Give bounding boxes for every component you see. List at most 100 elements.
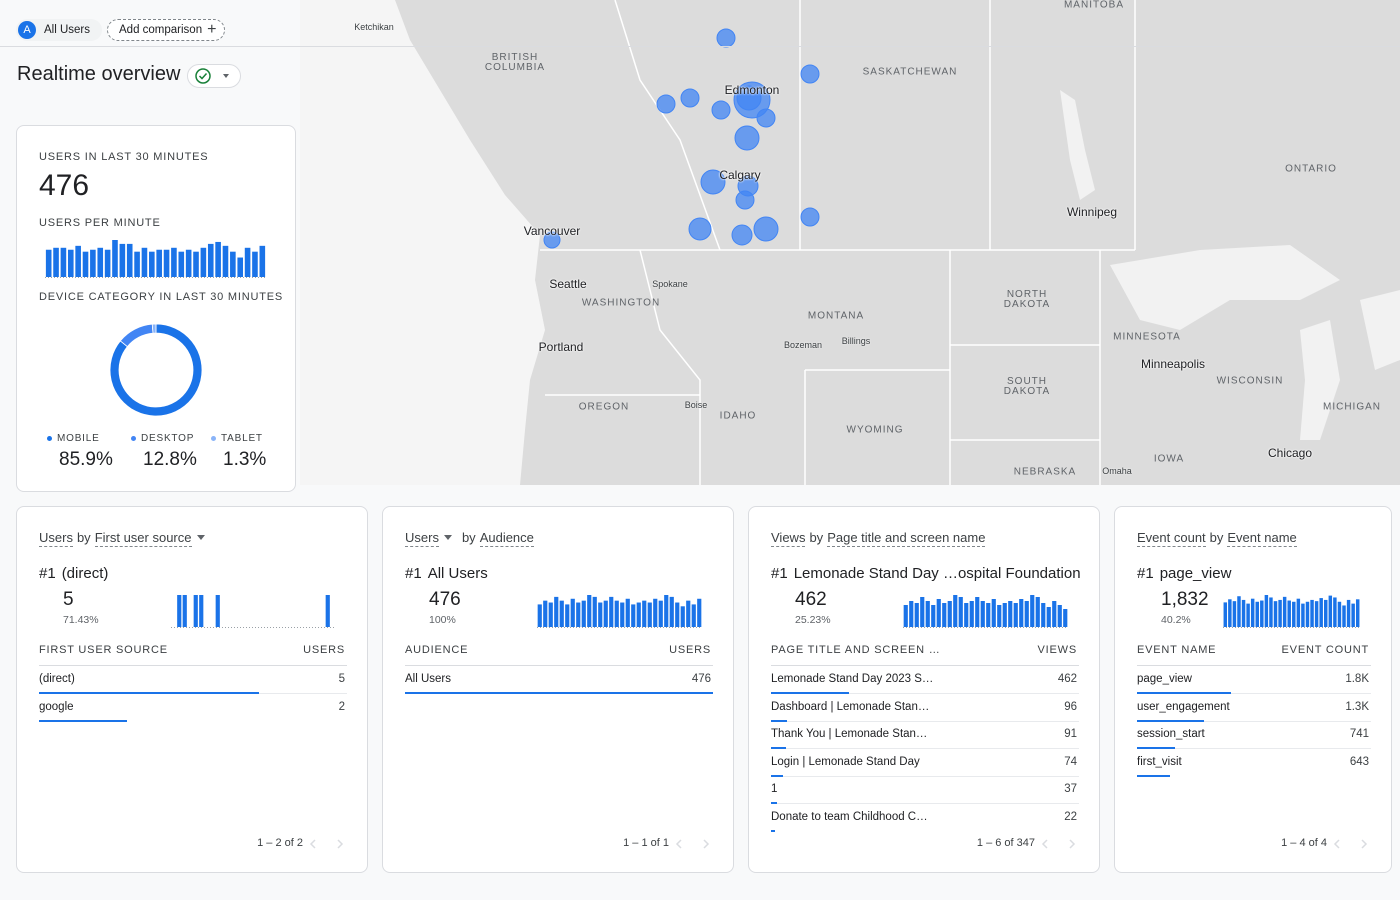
row-value: 96 bbox=[1064, 700, 1077, 713]
legend-label: TABLET bbox=[221, 433, 263, 444]
pager[interactable] bbox=[675, 837, 715, 851]
trend-chart bbox=[1223, 595, 1360, 628]
title-part: by bbox=[1209, 530, 1224, 545]
row-bar bbox=[771, 719, 788, 722]
bar bbox=[1355, 599, 1360, 627]
title-part: Page title and screen name bbox=[827, 530, 986, 547]
bar bbox=[609, 596, 614, 627]
map-label: IDAHO bbox=[719, 410, 757, 422]
map-label: Vancouver bbox=[523, 224, 581, 238]
row-bar bbox=[771, 774, 784, 777]
device-share: 12.8% bbox=[143, 449, 197, 470]
bar bbox=[559, 600, 564, 627]
row-bar bbox=[1137, 747, 1176, 750]
bar bbox=[82, 251, 89, 277]
row-bar bbox=[405, 692, 713, 694]
header-rule bbox=[771, 665, 1079, 666]
row-bar bbox=[1137, 692, 1232, 694]
row-bar bbox=[39, 692, 259, 694]
legend-label: MOBILE bbox=[57, 433, 100, 444]
bar bbox=[1035, 597, 1040, 627]
bar bbox=[1342, 605, 1346, 627]
row-bar bbox=[39, 719, 127, 722]
legend-item: MOBILE bbox=[47, 433, 100, 444]
pager[interactable] bbox=[309, 837, 349, 851]
map-label: Bozeman bbox=[783, 340, 823, 350]
users-value: 476 bbox=[39, 169, 90, 202]
lake bbox=[1300, 320, 1340, 440]
map-label: SOUTH DAKOTA bbox=[1003, 376, 1051, 397]
row-rule bbox=[1137, 693, 1371, 694]
lake bbox=[1360, 290, 1400, 370]
row-name: Dashboard | Lemonade Stan… bbox=[771, 700, 930, 713]
row-value: 74 bbox=[1064, 755, 1077, 768]
pager[interactable] bbox=[1041, 837, 1081, 851]
bar bbox=[636, 602, 641, 627]
title-part: by bbox=[461, 530, 476, 545]
map-label: WASHINGTON bbox=[581, 297, 661, 309]
row-bar bbox=[771, 802, 778, 805]
trend-chart bbox=[171, 595, 336, 628]
bar bbox=[207, 243, 214, 277]
map-label: NORTH DAKOTA bbox=[1003, 289, 1051, 310]
dropdown-caret[interactable] bbox=[443, 535, 452, 541]
bar bbox=[925, 601, 930, 627]
row-value: 476 bbox=[691, 673, 711, 685]
bar bbox=[942, 603, 947, 627]
add-comparison[interactable]: Add comparison + bbox=[107, 19, 226, 41]
bar bbox=[252, 251, 258, 277]
row-rule bbox=[771, 720, 1079, 722]
bar bbox=[1337, 601, 1342, 627]
bar bbox=[1305, 601, 1310, 627]
row-value: 2 bbox=[338, 700, 345, 713]
bar bbox=[1002, 603, 1007, 627]
bar bbox=[1232, 601, 1237, 627]
title-part: by bbox=[76, 530, 91, 545]
bar bbox=[980, 601, 985, 627]
map-label: Minneapolis bbox=[1140, 357, 1206, 371]
bar bbox=[1008, 601, 1013, 627]
legend-dot bbox=[211, 436, 216, 441]
lake bbox=[1060, 90, 1095, 200]
bar bbox=[936, 599, 941, 627]
row-name: google bbox=[39, 700, 74, 713]
top-name: (direct) bbox=[61, 565, 109, 582]
pagination: 1 – 1 of 1 bbox=[623, 837, 669, 849]
bar bbox=[1223, 602, 1228, 627]
bar bbox=[1041, 603, 1046, 627]
dropdown-caret[interactable] bbox=[196, 535, 205, 541]
segment-chip[interactable]: A All Users bbox=[16, 19, 103, 41]
column-header: USERS bbox=[303, 644, 345, 656]
map-label: Spokane bbox=[652, 279, 688, 289]
legend-label: DESKTOP bbox=[141, 433, 195, 444]
column-header: FIRST USER SOURCE bbox=[39, 644, 168, 656]
bar bbox=[631, 604, 636, 627]
bar bbox=[969, 601, 974, 627]
top-share: 25.23% bbox=[795, 614, 831, 626]
title-part: Event count bbox=[1137, 530, 1206, 547]
bar bbox=[1052, 601, 1057, 627]
users-label: USERS IN LAST 30 MINUTES bbox=[39, 151, 209, 163]
top-value: 462 bbox=[795, 589, 827, 610]
bar bbox=[669, 596, 674, 627]
bar bbox=[1351, 603, 1355, 627]
metric-card: Views by Page title and screen name #1 Lemon… bbox=[748, 506, 1100, 873]
top-share: 100% bbox=[429, 614, 456, 626]
add-comparison-label: Add comparison bbox=[119, 24, 203, 36]
donut-chart bbox=[109, 323, 203, 417]
bar bbox=[997, 605, 1002, 627]
pager[interactable] bbox=[1333, 837, 1373, 851]
bar bbox=[1063, 609, 1068, 627]
row-rule bbox=[771, 803, 1079, 805]
bar bbox=[90, 249, 96, 277]
bar bbox=[1241, 599, 1246, 627]
bar bbox=[171, 247, 177, 277]
card-title: Views by Page title and screen name bbox=[771, 530, 986, 547]
donut-segment bbox=[151, 323, 157, 334]
status-chip[interactable] bbox=[187, 64, 241, 88]
bar bbox=[903, 605, 908, 627]
bar bbox=[603, 600, 608, 627]
card-title: Users by First user source bbox=[39, 530, 211, 547]
top-share: 71.43% bbox=[63, 614, 99, 626]
map-label: Billings bbox=[841, 336, 871, 346]
